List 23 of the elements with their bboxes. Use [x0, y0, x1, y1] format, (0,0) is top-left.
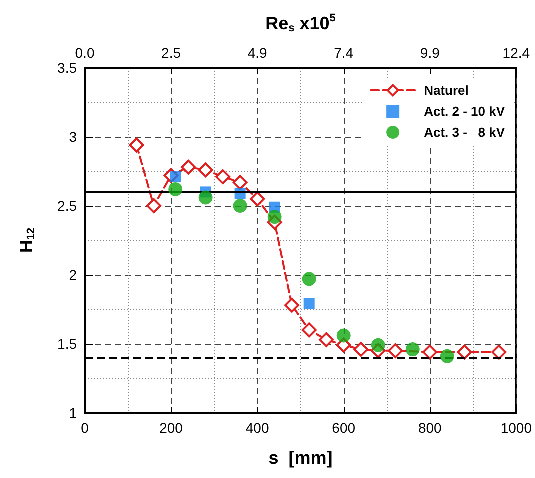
x2-tick-label: 9.9 — [420, 45, 440, 61]
y-tick-label: 2.5 — [58, 198, 78, 214]
legend-label: Act. 3 - 8 kV — [424, 125, 506, 140]
y-tick-label: 1 — [69, 405, 78, 421]
y-axis-title: H12 — [16, 228, 38, 254]
x-tick-label: 1000 — [500, 420, 532, 436]
x-tick-label: 600 — [332, 420, 356, 436]
y-tick-label: 3 — [69, 129, 78, 145]
x-tick-label: 200 — [160, 420, 184, 436]
y-tick-label: 1.5 — [58, 336, 78, 352]
legend-label: Act. 2 - 10 kV — [424, 104, 506, 119]
y-tick-label: 3.5 — [58, 60, 78, 76]
x2-tick-label: 2.5 — [162, 45, 182, 61]
x2-tick-label: 0.0 — [75, 45, 95, 61]
x-tick-label: 400 — [246, 420, 270, 436]
x-tick-label: 800 — [418, 420, 442, 436]
x2-tick-label: 7.4 — [334, 45, 354, 61]
legend-label: Naturel — [424, 83, 469, 98]
x2-tick-label: 4.9 — [248, 45, 268, 61]
y-tick-label: 2 — [69, 267, 78, 283]
x-axis-title: s [mm] — [268, 448, 333, 468]
x-tick-label: 0 — [81, 420, 90, 436]
x2-tick-label: 12.4 — [502, 45, 530, 61]
